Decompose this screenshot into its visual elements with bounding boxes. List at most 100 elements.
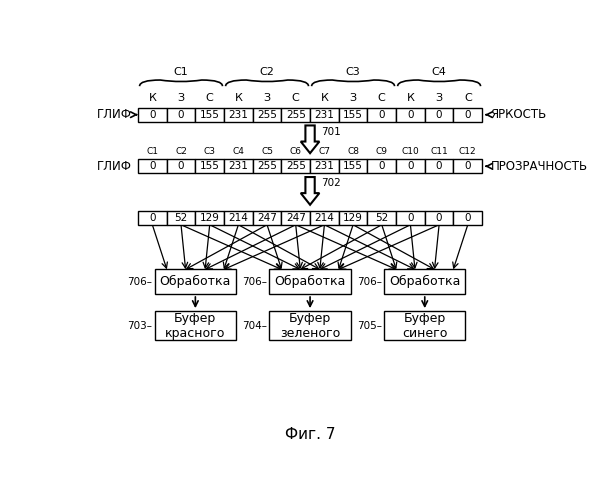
Bar (367, 211, 396, 225)
Text: К: К (321, 92, 329, 102)
Text: C1: C1 (146, 147, 159, 156)
Text: З: З (350, 92, 356, 102)
Text: C6: C6 (290, 147, 302, 156)
Text: C2: C2 (260, 67, 275, 77)
Bar (138, 160, 167, 173)
Text: ЯРКОСТЬ: ЯРКОСТЬ (491, 108, 547, 121)
Text: 0: 0 (465, 162, 471, 172)
Bar (155, 311, 236, 340)
Bar (310, 211, 339, 225)
Text: С: С (206, 92, 214, 102)
Text: C12: C12 (459, 147, 477, 156)
Bar (167, 211, 195, 225)
Text: 703–: 703– (127, 320, 152, 330)
Text: C3: C3 (345, 67, 361, 77)
Text: 705–: 705– (357, 320, 382, 330)
Text: 155: 155 (200, 110, 220, 120)
Bar (224, 211, 253, 225)
Text: 255: 255 (286, 162, 306, 172)
Text: C5: C5 (261, 147, 273, 156)
Text: 0: 0 (149, 162, 155, 172)
Bar (339, 160, 367, 173)
Text: 701: 701 (321, 126, 341, 136)
Bar (367, 160, 396, 173)
Text: С: С (292, 92, 299, 102)
Text: 231: 231 (315, 162, 335, 172)
Bar (224, 160, 253, 173)
Text: 214: 214 (229, 213, 248, 223)
Text: Обработка: Обработка (275, 275, 345, 288)
Bar (425, 160, 453, 173)
Text: 702: 702 (321, 178, 341, 188)
Text: К: К (235, 92, 243, 102)
Text: 0: 0 (436, 213, 442, 223)
Bar (281, 160, 310, 173)
Text: 247: 247 (286, 213, 306, 223)
Bar (281, 211, 310, 225)
Bar (253, 108, 281, 122)
Text: 52: 52 (174, 213, 188, 223)
Bar (425, 211, 453, 225)
Text: 255: 255 (257, 162, 277, 172)
Text: 231: 231 (229, 162, 248, 172)
Bar (367, 108, 396, 122)
Bar (195, 108, 224, 122)
Text: Буфер
зеленого: Буфер зеленого (280, 312, 340, 340)
Text: З: З (264, 92, 270, 102)
Text: 155: 155 (200, 162, 220, 172)
Text: 247: 247 (257, 213, 277, 223)
Text: 0: 0 (436, 110, 442, 120)
Text: 129: 129 (200, 213, 220, 223)
Text: Обработка: Обработка (160, 275, 231, 288)
Text: 706–: 706– (242, 277, 267, 287)
Bar (138, 211, 167, 225)
Bar (269, 270, 351, 294)
Text: 129: 129 (343, 213, 363, 223)
Text: 0: 0 (407, 213, 414, 223)
Text: 0: 0 (178, 110, 185, 120)
Text: 0: 0 (436, 162, 442, 172)
Text: 52: 52 (375, 213, 388, 223)
Text: C1: C1 (174, 67, 188, 77)
Text: 0: 0 (465, 110, 471, 120)
Text: C10: C10 (402, 147, 419, 156)
Bar (281, 108, 310, 122)
Text: C8: C8 (347, 147, 359, 156)
Text: 0: 0 (149, 213, 155, 223)
Text: К: К (148, 92, 156, 102)
Text: ПРОЗРАЧНОСТЬ: ПРОЗРАЧНОСТЬ (491, 160, 588, 173)
Text: 706–: 706– (357, 277, 382, 287)
Text: C11: C11 (430, 147, 448, 156)
Bar (155, 270, 236, 294)
Bar (138, 108, 167, 122)
Bar (453, 108, 482, 122)
Text: К: К (407, 92, 414, 102)
Bar (453, 211, 482, 225)
Bar (195, 160, 224, 173)
Text: Буфер
синего: Буфер синего (402, 312, 448, 340)
Bar (384, 311, 465, 340)
Text: ГЛИФ: ГЛИФ (97, 160, 132, 173)
Text: 255: 255 (286, 110, 306, 120)
Bar (269, 311, 351, 340)
Text: 704–: 704– (242, 320, 267, 330)
Text: 155: 155 (343, 162, 363, 172)
Bar (384, 270, 465, 294)
Text: 155: 155 (343, 110, 363, 120)
Text: 0: 0 (149, 110, 155, 120)
Bar (167, 160, 195, 173)
Text: C3: C3 (204, 147, 216, 156)
Text: 214: 214 (315, 213, 335, 223)
Bar (396, 108, 425, 122)
Text: C2: C2 (175, 147, 187, 156)
Text: 231: 231 (229, 110, 248, 120)
Bar (253, 160, 281, 173)
Text: 0: 0 (407, 162, 414, 172)
Text: 255: 255 (257, 110, 277, 120)
Bar (339, 211, 367, 225)
Text: 0: 0 (407, 110, 414, 120)
Text: Обработка: Обработка (389, 275, 460, 288)
Bar (396, 211, 425, 225)
Text: C7: C7 (318, 147, 330, 156)
Polygon shape (301, 177, 319, 205)
